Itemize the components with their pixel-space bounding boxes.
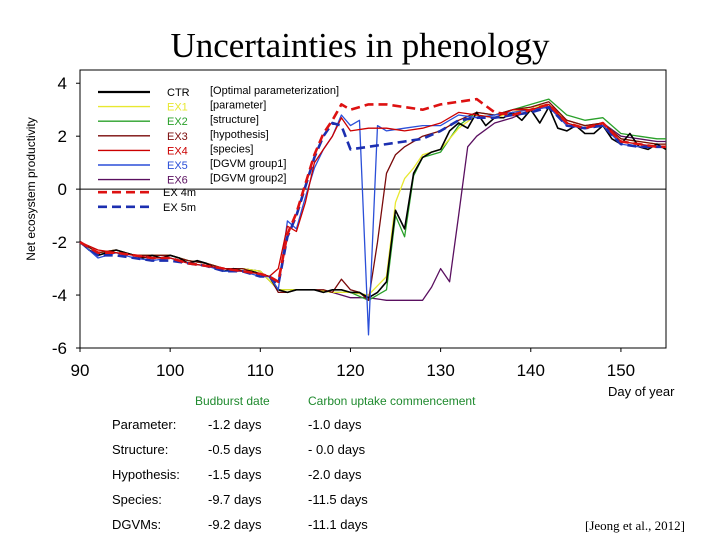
legend-label: EX4 [167,145,188,157]
row-label: Species: [112,492,162,507]
annotation-label: [structure] [210,114,259,126]
x-tick-label: 100 [156,361,184,380]
annotation-label: [species] [210,143,253,155]
budburst-column-header: Budburst date [195,394,270,408]
legend-label: EX3 [167,131,188,143]
legend-label: EX2 [167,116,188,128]
annotation-label: [parameter] [210,100,266,112]
row-label: Parameter: [112,417,177,432]
y-tick-label: 4 [58,74,67,93]
legend-label: EX 5m [163,202,196,214]
table-row: Species: -9.7 days -11.5 days [112,487,368,512]
budburst-value: -9.2 days [208,517,262,532]
legend-label: CTR [167,87,190,99]
y-tick-label: -6 [52,339,67,358]
legend-label: EX6 [167,175,188,187]
annotation-label: [DGVM group1] [210,158,286,170]
x-tick-label: 110 [247,361,274,380]
y-tick-label: 0 [58,180,67,199]
table-row: DGVMs: -9.2 days -11.1 days [112,512,368,537]
y-tick-label: -2 [52,233,67,252]
uptake-value: -2.0 days [308,467,362,482]
uptake-value: -11.5 days [308,492,368,507]
annotation-label: [Optimal parameterization] [210,85,339,97]
budburst-value: -1.2 days [208,417,262,432]
annotation-label: [hypothesis] [210,129,269,141]
budburst-value: -1.5 days [208,467,262,482]
row-label: Hypothesis: [112,467,180,482]
phenology-summary-table: Parameter: -1.2 days -1.0 days Structure: -0… [112,412,368,537]
legend-label: EX 4m [163,187,196,199]
row-label: DGVMs: [112,517,162,532]
x-tick-label: 130 [426,361,454,380]
legend-label: EX1 [167,102,188,114]
citation: [Jeong et al., 2012] [585,518,686,533]
annotation-label: [DGVM group2] [210,173,286,185]
x-tick-label: 150 [607,361,635,380]
table-row: Structure: -0.5 days - 0.0 days [112,437,368,462]
uptake-value: - 0.0 days [308,442,366,457]
table-row: Hypothesis: -1.5 days -2.0 days [112,462,368,487]
series-line-ctr [79,106,667,299]
y-axis-title: Net ecosystem productivity [24,117,38,260]
legend-label: EX5 [167,160,188,172]
y-tick-label: 2 [58,127,67,146]
page-title: Uncertainties in phenology [170,26,550,65]
table-row: Parameter: -1.2 days -1.0 days [112,412,368,437]
uptake-value: -1.0 days [308,417,362,432]
series-line-ex-4m [79,97,666,284]
uptake-column-header: Carbon uptake commencement [308,394,476,408]
row-label: Structure: [112,442,169,457]
x-tick-label: 140 [517,361,545,380]
uptake-value: -11.1 days [308,517,368,532]
x-tick-label: 120 [336,361,364,380]
x-axis-title: Day of year [608,384,675,399]
x-tick-label: 90 [71,361,90,380]
budburst-value: -0.5 days [208,442,262,457]
budburst-value: -9.7 days [208,492,262,507]
y-tick-label: -4 [52,286,67,305]
plot-frame [79,69,667,349]
